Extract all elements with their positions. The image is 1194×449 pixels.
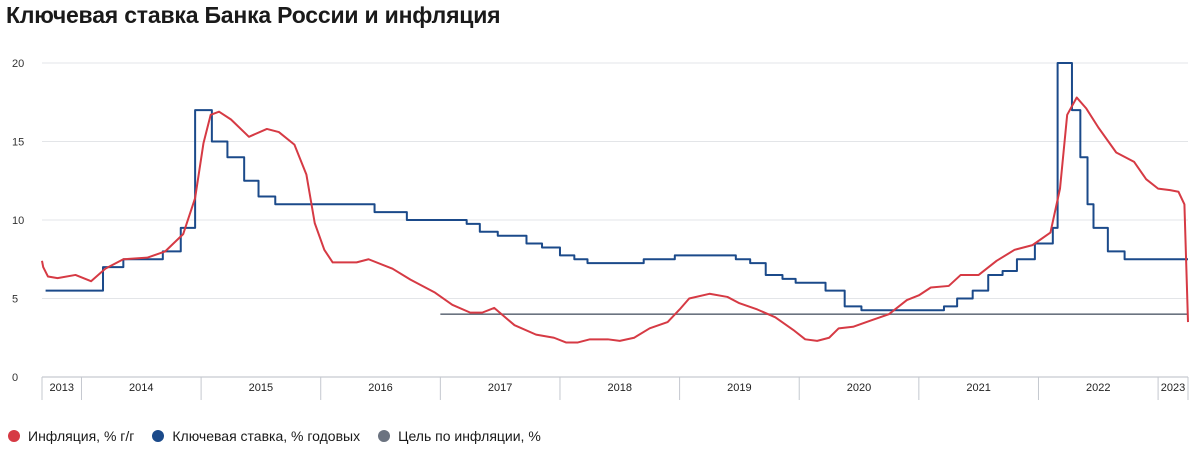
chart-title: Ключевая ставка Банка России и инфляция xyxy=(6,2,501,28)
x-tick-label: 2023 xyxy=(1161,382,1185,394)
y-tick-label: 10 xyxy=(12,215,24,227)
y-tick-label: 5 xyxy=(12,294,18,306)
legend-item-inflation[interactable]: Инфляция, % г/г xyxy=(8,428,134,444)
x-tick-label: 2015 xyxy=(249,382,273,394)
legend: Инфляция, % г/г Ключевая ставка, % годов… xyxy=(8,428,541,444)
inflation-line xyxy=(41,96,1189,344)
x-tick-label: 2016 xyxy=(368,382,392,394)
y-axis: 0 5 10 15 20 xyxy=(12,58,24,384)
x-tick-label: 2020 xyxy=(847,382,871,394)
x-tick-label: 2022 xyxy=(1086,382,1110,394)
series-layer xyxy=(41,62,1189,344)
x-tick-label: 2013 xyxy=(49,382,73,394)
key-rate-line xyxy=(45,62,1188,312)
legend-item-key-rate[interactable]: Ключевая ставка, % годовых xyxy=(152,428,360,444)
x-tick-label: 2017 xyxy=(488,382,512,394)
legend-label-inflation: Инфляция, % г/г xyxy=(28,428,135,444)
x-tick-label: 2019 xyxy=(727,382,751,394)
legend-marker-inflation xyxy=(8,430,20,442)
line-chart: 0 5 10 15 20 2013 2014 2015 2016 2017 2018 2019 202… xyxy=(12,58,1189,400)
legend-label-key-rate: Ключевая ставка, % годовых xyxy=(172,428,361,444)
x-tick-label: 2018 xyxy=(608,382,632,394)
y-tick-label: 20 xyxy=(12,58,24,70)
y-tick-label: 0 xyxy=(12,372,18,384)
grid xyxy=(42,62,1188,378)
x-axis: 2013 2014 2015 2016 2017 2018 2019 2020 2021 2022… xyxy=(41,376,1189,400)
legend-marker-inflation-target xyxy=(378,430,391,442)
x-tick-label: 2014 xyxy=(129,382,153,394)
legend-marker-key-rate xyxy=(152,430,165,442)
x-tick-label: 2021 xyxy=(966,382,990,394)
y-tick-label: 15 xyxy=(12,137,24,149)
legend-label-inflation-target: Цель по инфляции, % xyxy=(398,428,541,444)
legend-item-inflation-target[interactable]: Цель по инфляции, % xyxy=(378,428,541,444)
